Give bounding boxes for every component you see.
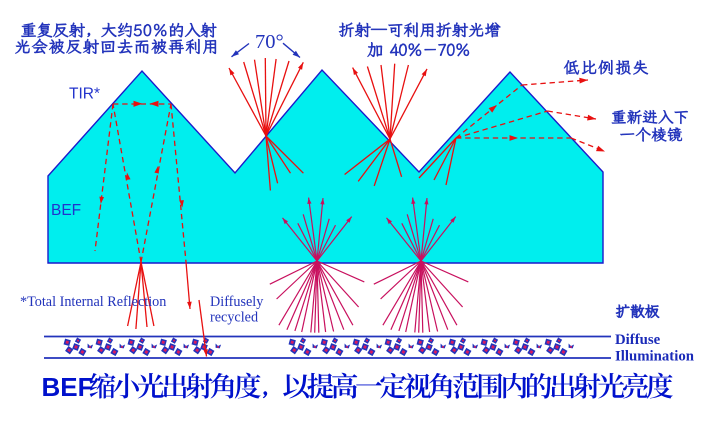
svg-text:TIR*: TIR* [69,86,100,103]
svg-text:recycled: recycled [210,310,258,326]
svg-text:Diffuse: Diffuse [615,332,661,348]
svg-text:Diffusely: Diffusely [210,294,264,310]
svg-text:*Total Internal Reflection: *Total Internal Reflection [20,294,166,310]
svg-text:Illumination: Illumination [615,349,694,365]
svg-text:BEF: BEF [42,372,94,402]
svg-text:70°: 70° [255,31,284,53]
svg-text:BEF: BEF [51,202,81,219]
